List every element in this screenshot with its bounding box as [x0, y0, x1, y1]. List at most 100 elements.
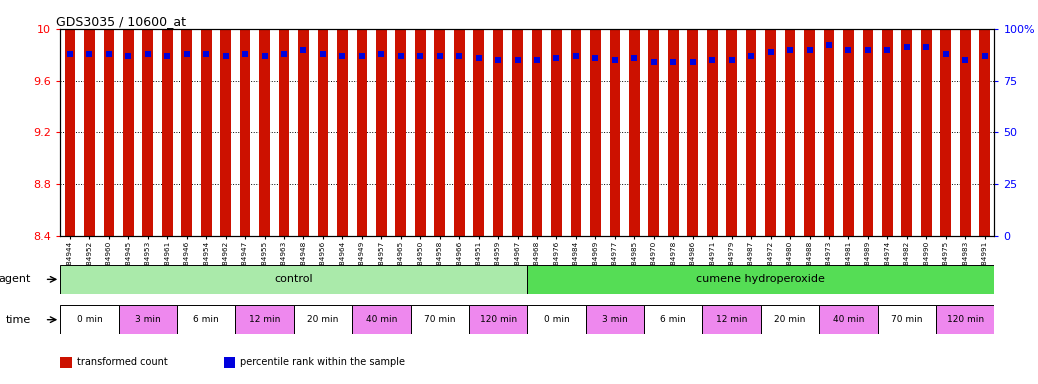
Bar [493, 232, 503, 384]
Point [334, 53, 351, 59]
Bar [727, 180, 737, 384]
Text: 12 min: 12 min [249, 315, 280, 324]
Point [899, 45, 916, 51]
Point [139, 51, 156, 57]
Bar [527, 305, 585, 334]
Bar [142, 149, 154, 384]
Point [470, 55, 487, 61]
Text: 40 min: 40 min [832, 315, 864, 324]
Bar [531, 233, 543, 384]
Bar [182, 0, 192, 236]
Bar [551, 0, 562, 236]
Bar [921, 111, 932, 384]
Text: GDS3035 / 10600_at: GDS3035 / 10600_at [56, 15, 186, 28]
Bar [727, 0, 737, 236]
Point [957, 57, 974, 63]
Bar [863, 122, 873, 384]
Text: agent: agent [0, 274, 31, 285]
Bar [629, 180, 639, 384]
Bar [649, 0, 659, 236]
Bar [260, 177, 270, 384]
Bar [220, 173, 231, 384]
Point [179, 51, 195, 57]
Bar [804, 0, 815, 236]
Bar [454, 233, 465, 384]
Bar [240, 0, 250, 236]
Bar [176, 305, 236, 334]
Bar [260, 0, 270, 236]
Bar [979, 189, 990, 384]
Point [295, 46, 311, 53]
Bar [590, 146, 601, 384]
Point [684, 59, 701, 65]
Point [432, 53, 448, 59]
Bar [527, 265, 994, 294]
Point [528, 57, 545, 63]
Bar [84, 149, 94, 384]
Point [412, 53, 429, 59]
Point [217, 53, 234, 59]
Bar [240, 136, 250, 384]
Bar [84, 0, 94, 236]
Bar [940, 0, 951, 236]
Bar [901, 104, 912, 384]
Bar [979, 0, 990, 236]
Text: 70 min: 70 min [891, 315, 923, 324]
Bar [667, 0, 679, 236]
Bar [64, 143, 76, 384]
Bar [434, 184, 445, 384]
Bar [278, 0, 290, 236]
Point [256, 53, 273, 59]
Bar [469, 305, 527, 334]
Bar [104, 0, 114, 236]
Point [81, 51, 98, 57]
Bar [551, 231, 562, 384]
Bar [224, 357, 236, 368]
Bar [434, 0, 445, 236]
Point [977, 53, 993, 59]
Bar [411, 305, 469, 334]
Bar [585, 305, 644, 334]
Point [354, 53, 371, 59]
Bar [60, 265, 527, 294]
Bar [785, 0, 795, 236]
Bar [877, 305, 936, 334]
Bar [823, 0, 835, 236]
Bar [415, 189, 426, 384]
Bar [122, 169, 134, 384]
Text: 40 min: 40 min [365, 315, 397, 324]
Bar [960, 0, 971, 236]
Bar [882, 0, 893, 236]
Bar [571, 173, 581, 384]
Point [450, 53, 467, 59]
Bar [765, 126, 776, 384]
Bar [609, 187, 621, 384]
Bar [960, 214, 971, 384]
Point [646, 59, 662, 65]
Bar [644, 305, 703, 334]
Point [879, 46, 896, 53]
Bar [745, 0, 757, 236]
Bar [493, 0, 503, 236]
Point [801, 46, 818, 53]
Text: 120 min: 120 min [480, 315, 517, 324]
Text: 3 min: 3 min [135, 315, 161, 324]
Bar [298, 119, 309, 384]
Point [918, 45, 934, 51]
Bar [667, 189, 679, 384]
Text: 12 min: 12 min [716, 315, 747, 324]
Bar [104, 184, 114, 384]
Point [548, 55, 565, 61]
Bar [649, 233, 659, 384]
Bar [122, 0, 134, 236]
Point [159, 53, 175, 59]
Bar [64, 0, 76, 236]
Bar [819, 305, 877, 334]
Bar [200, 148, 212, 384]
Bar [356, 174, 367, 384]
Point [198, 51, 215, 57]
Bar [843, 0, 854, 236]
Point [61, 51, 78, 57]
Bar [142, 0, 154, 236]
Bar [687, 0, 699, 236]
